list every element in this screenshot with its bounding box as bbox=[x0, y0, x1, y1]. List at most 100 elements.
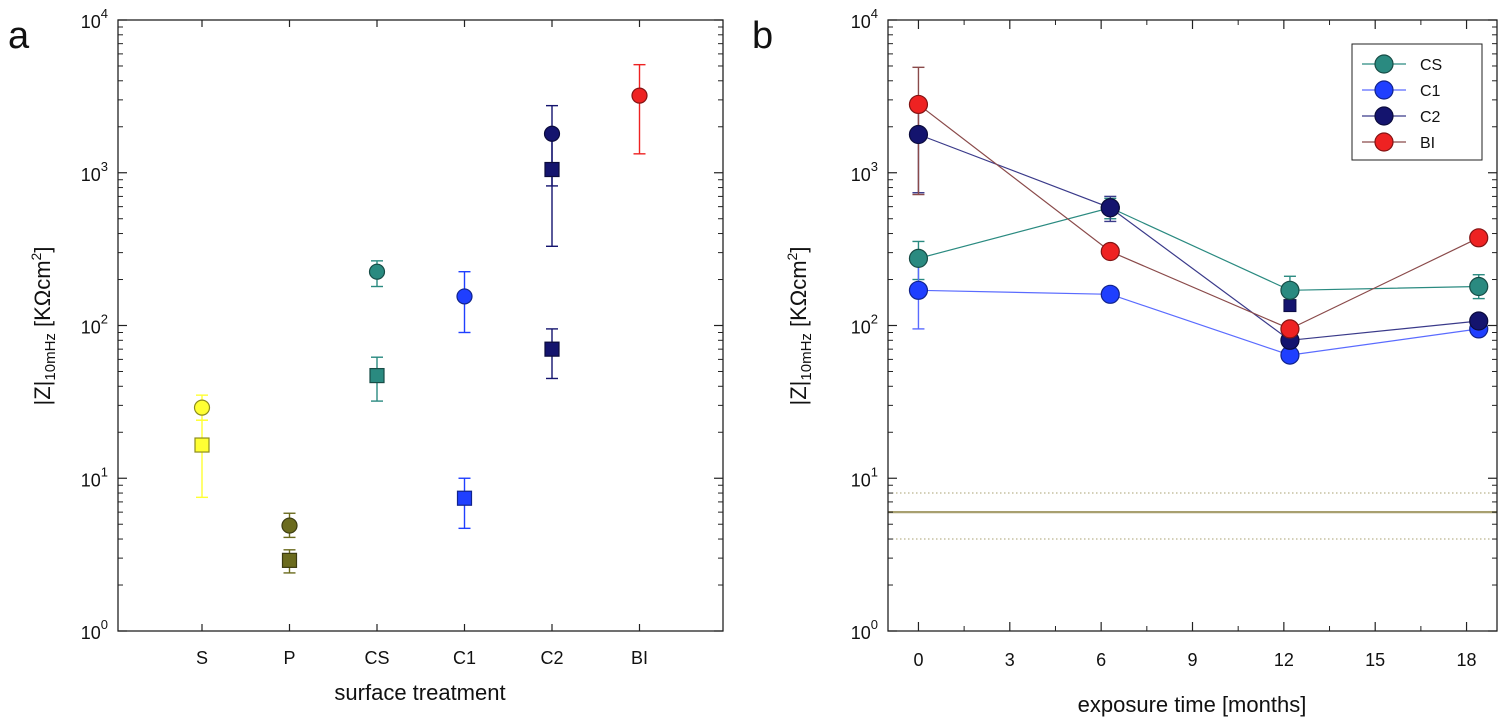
panel-a-point-square bbox=[281, 552, 298, 568]
ytick-exponent: 4 bbox=[101, 6, 108, 21]
panel-a-point-circle bbox=[456, 288, 473, 305]
panel-b-legend-label: C1 bbox=[1420, 83, 1441, 100]
panel-b-legend-marker bbox=[1374, 54, 1394, 74]
panel-b-point-bi bbox=[1100, 241, 1120, 262]
panel-a-point-circle bbox=[368, 263, 386, 280]
panel-b-letter: b bbox=[752, 15, 773, 57]
panel-b-point-bi bbox=[908, 94, 929, 115]
ytick-base: 10 bbox=[81, 470, 101, 490]
ytick-exponent: 0 bbox=[101, 617, 108, 632]
ylabel-unit: [KΩcm bbox=[786, 260, 811, 333]
panel-b-legend-box bbox=[1351, 43, 1483, 161]
ytick-exponent: 0 bbox=[871, 617, 878, 632]
panel-a-point-circle bbox=[193, 399, 211, 416]
panel-a-ytick-label: 100 bbox=[81, 617, 108, 643]
panel-a-ytick-label: 102 bbox=[81, 312, 108, 338]
panel-b-ytick-label: 100 bbox=[851, 617, 878, 643]
panel-b-point-c1 bbox=[1100, 284, 1120, 304]
ytick-exponent: 4 bbox=[871, 6, 878, 21]
panel-b-xtick-label: 18 bbox=[1457, 650, 1477, 670]
panel-a-point-circle bbox=[631, 87, 648, 104]
panel-a-point-square bbox=[456, 490, 473, 506]
ylabel-sub: 10mHz bbox=[798, 333, 815, 381]
panel-b-xlabel: exposure time [months] bbox=[1078, 692, 1307, 717]
panel-b-ytick-label: 104 bbox=[851, 6, 878, 32]
panel-a-xtick-label: P bbox=[283, 648, 295, 668]
panel-a-point-circle bbox=[543, 125, 561, 142]
panel-b-xtick-label: 3 bbox=[1005, 650, 1015, 670]
panel-a-ytick-label: 104 bbox=[81, 6, 108, 32]
ytick-exponent: 2 bbox=[101, 312, 108, 327]
panel-b-ylabel: |Z|10mHz [KΩcm2] bbox=[784, 247, 815, 406]
panel-a-ytick-label: 101 bbox=[81, 464, 108, 490]
panel-a-point-circle bbox=[281, 517, 298, 534]
panel-b-ytick-label: 103 bbox=[851, 159, 878, 185]
panel-b-legend-marker bbox=[1374, 132, 1394, 152]
panel-b-series-lines bbox=[918, 103, 1479, 356]
panel-a-point-square bbox=[194, 437, 210, 453]
panel-b-markers bbox=[908, 94, 1489, 365]
ylabel-close: ] bbox=[30, 247, 55, 253]
panel-b-legend: CS C1 C2 BI bbox=[1351, 43, 1483, 161]
ylabel-main: |Z| bbox=[786, 381, 811, 406]
panel-a-xtick-label: S bbox=[196, 648, 208, 668]
ytick-base: 10 bbox=[81, 12, 101, 32]
panel-b-point-bi bbox=[1469, 228, 1489, 248]
panel-b-xtick-label: 0 bbox=[913, 650, 923, 670]
panel-b-point-bi bbox=[1280, 319, 1300, 339]
panel-a-point-square bbox=[544, 161, 560, 178]
ytick-base: 10 bbox=[81, 165, 101, 185]
ytick-base: 10 bbox=[851, 12, 871, 32]
panel-a-letter: a bbox=[8, 15, 30, 57]
panel-a-frame bbox=[117, 19, 724, 632]
ytick-base: 10 bbox=[81, 318, 101, 338]
ytick-base: 10 bbox=[851, 623, 871, 643]
panel-b-xtick-label: 6 bbox=[1096, 650, 1106, 670]
ytick-exponent: 1 bbox=[101, 464, 108, 479]
ytick-base: 10 bbox=[81, 623, 101, 643]
panel-b-xtick-label: 12 bbox=[1274, 650, 1294, 670]
panel-b-point-square bbox=[1283, 299, 1297, 313]
ytick-exponent: 2 bbox=[871, 312, 878, 327]
panel-b-point-c1 bbox=[908, 280, 929, 300]
panel-a-markers bbox=[193, 87, 648, 568]
panel-b-series-line-bi bbox=[918, 103, 1479, 330]
panel-a-point-square bbox=[369, 367, 385, 384]
ylabel-sup: 2 bbox=[784, 252, 800, 260]
panel-b-legend-marker bbox=[1374, 80, 1394, 100]
ytick-base: 10 bbox=[851, 470, 871, 490]
panel-a-xtick-label: BI bbox=[631, 648, 648, 668]
panel-b-series-line-c1 bbox=[918, 289, 1479, 356]
panel-b-reference-lines bbox=[888, 492, 1497, 540]
ylabel-close: ] bbox=[786, 247, 811, 253]
panel-b-point-c2 bbox=[1469, 311, 1489, 331]
panel-b-point-c2 bbox=[1100, 198, 1120, 218]
panel-b-legend-label: BI bbox=[1420, 135, 1435, 152]
panel-a-error-bars bbox=[196, 63, 646, 574]
panel-b-legend-label: CS bbox=[1420, 57, 1442, 74]
panel-a-ytick-label: 103 bbox=[81, 159, 108, 185]
ytick-exponent: 3 bbox=[101, 159, 108, 174]
panel-b-point-cs bbox=[1280, 280, 1300, 300]
panel-b-ytick-label: 102 bbox=[851, 312, 878, 338]
panel-b-xtick-label: 15 bbox=[1365, 650, 1385, 670]
ytick-base: 10 bbox=[851, 318, 871, 338]
panel-b-point-cs bbox=[1469, 276, 1489, 297]
ylabel-main: |Z| bbox=[30, 381, 55, 406]
panel-a-xtick-label: CS bbox=[364, 648, 389, 668]
panel-b-legend-label: C2 bbox=[1420, 109, 1441, 126]
panel-b-point-cs bbox=[908, 248, 929, 268]
panel-b-series-line-cs bbox=[918, 207, 1479, 291]
panel-b-xtick-label: 9 bbox=[1187, 650, 1197, 670]
panel-a-xlabel: surface treatment bbox=[334, 680, 505, 705]
panel-b-series-line-c2 bbox=[918, 133, 1479, 341]
ylabel-unit: [KΩcm bbox=[30, 260, 55, 333]
ylabel-sub: 10mHz bbox=[42, 333, 59, 381]
panel-b-legend-marker bbox=[1374, 106, 1394, 126]
ytick-exponent: 1 bbox=[871, 464, 878, 479]
ytick-base: 10 bbox=[851, 165, 871, 185]
